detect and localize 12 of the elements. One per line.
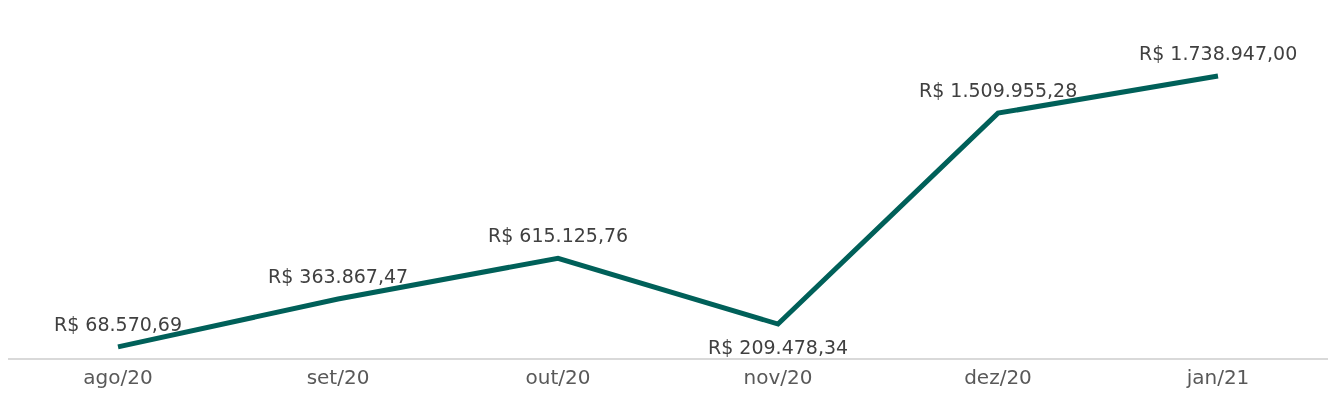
x-tick-label: ago/20 bbox=[83, 364, 153, 389]
x-tick-label: out/20 bbox=[525, 364, 591, 389]
x-tick-label: set/20 bbox=[306, 364, 370, 389]
x-tick-label: dez/20 bbox=[964, 364, 1032, 389]
data-label: R$ 363.867,47 bbox=[268, 265, 409, 287]
data-label: R$ 1.509.955,28 bbox=[919, 79, 1078, 101]
data-label: R$ 209.478,34 bbox=[708, 336, 849, 358]
data-label: R$ 1.738.947,00 bbox=[1139, 42, 1298, 64]
x-tick-label: jan/21 bbox=[1185, 364, 1250, 389]
x-tick-label: nov/20 bbox=[743, 364, 813, 389]
data-label: R$ 68.570,69 bbox=[54, 313, 183, 335]
data-label: R$ 615.125,76 bbox=[488, 224, 629, 246]
